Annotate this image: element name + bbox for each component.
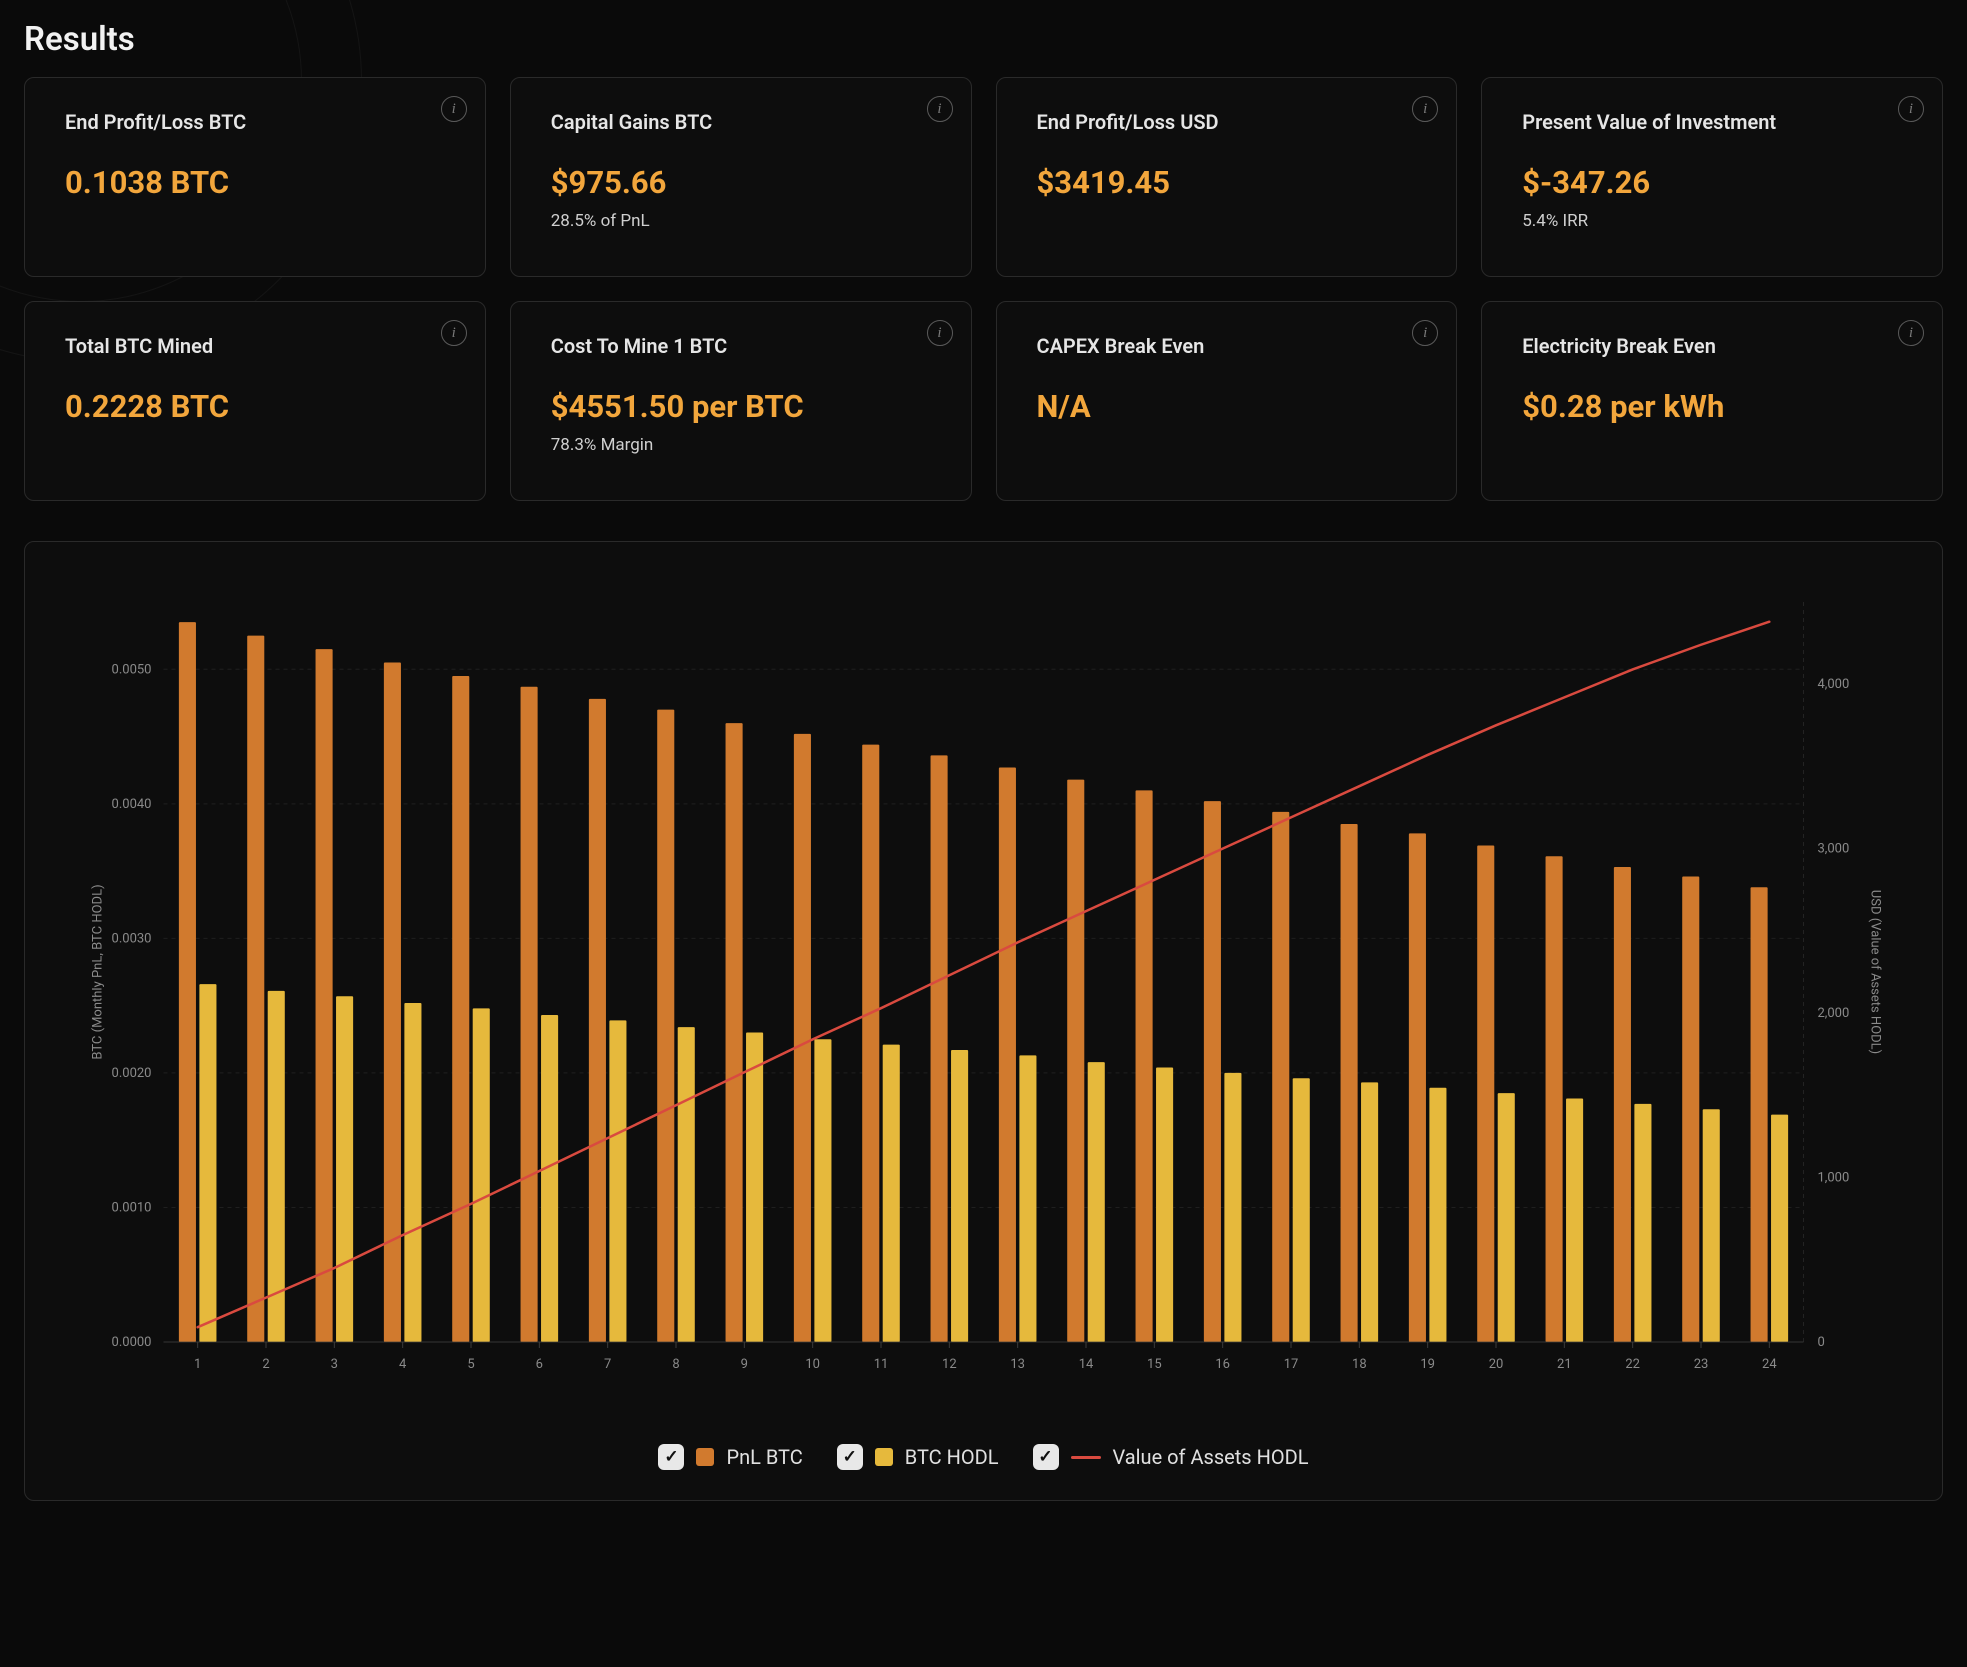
result-card: iEnd Profit/Loss BTC 0.1038 BTC: [24, 77, 486, 277]
card-label: Total BTC Mined: [65, 334, 445, 358]
legend-swatch: [875, 1448, 893, 1466]
svg-text:3,000: 3,000: [1818, 842, 1850, 857]
chart-panel: 0.0000 0.0010 0.0020 0.0030 0.0040 0.0050 0 1,0…: [24, 541, 1943, 1501]
svg-text:2,000: 2,000: [1818, 1006, 1850, 1021]
svg-text:18: 18: [1352, 1357, 1367, 1372]
svg-text:24: 24: [1762, 1357, 1777, 1372]
legend-label: Value of Assets HODL: [1113, 1445, 1309, 1469]
info-icon[interactable]: i: [1898, 96, 1924, 122]
card-value: $0.28 per kWh: [1522, 388, 1902, 425]
legend-line-swatch: [1071, 1456, 1101, 1459]
results-cards-grid: iEnd Profit/Loss BTC0.1038 BTCiCapital G…: [24, 77, 1943, 501]
card-value: 0.2228 BTC: [65, 388, 445, 425]
card-value: $975.66: [551, 164, 931, 201]
svg-text:9: 9: [741, 1357, 748, 1372]
svg-text:0.0050: 0.0050: [112, 662, 152, 677]
svg-text:21: 21: [1557, 1357, 1572, 1372]
svg-text:23: 23: [1694, 1357, 1709, 1372]
result-card: iCapital Gains BTC $975.66 28.5% of PnL: [510, 77, 972, 277]
info-icon[interactable]: i: [1412, 96, 1438, 122]
legend-item: ✓ Value of Assets HODL: [1033, 1444, 1309, 1470]
card-label: Capital Gains BTC: [551, 110, 931, 134]
svg-text:0.0000: 0.0000: [112, 1335, 152, 1350]
svg-text:4: 4: [399, 1357, 407, 1372]
card-label: Present Value of Investment: [1522, 110, 1902, 134]
svg-text:15: 15: [1147, 1357, 1162, 1372]
svg-text:0.0040: 0.0040: [112, 797, 152, 812]
svg-text:12: 12: [942, 1357, 957, 1372]
card-value: 0.1038 BTC: [65, 164, 445, 201]
svg-text:14: 14: [1079, 1357, 1094, 1372]
card-value: N/A: [1037, 388, 1417, 425]
svg-text:20: 20: [1489, 1357, 1504, 1372]
svg-text:0.0010: 0.0010: [112, 1200, 152, 1215]
result-card: iPresent Value of Investment $-347.26 5.4%…: [1481, 77, 1943, 277]
chart-legend: ✓ PnL BTC ✓ BTC HODL ✓ Value of Assets HODL: [65, 1444, 1902, 1470]
svg-text:22: 22: [1625, 1357, 1640, 1372]
card-value: $-347.26: [1522, 164, 1902, 201]
legend-label: PnL BTC: [726, 1445, 802, 1469]
svg-text:0.0030: 0.0030: [112, 931, 152, 946]
svg-text:1,000: 1,000: [1818, 1171, 1850, 1186]
info-icon[interactable]: i: [441, 96, 467, 122]
card-label: CAPEX Break Even: [1037, 334, 1417, 358]
svg-text:0: 0: [1818, 1335, 1825, 1350]
svg-text:11: 11: [874, 1357, 889, 1372]
result-card: iEnd Profit/Loss USD $3419.45: [996, 77, 1458, 277]
svg-text:6: 6: [536, 1357, 543, 1372]
svg-text:19: 19: [1420, 1357, 1435, 1372]
card-value: $3419.45: [1037, 164, 1417, 201]
svg-text:2: 2: [262, 1357, 269, 1372]
result-card: iElectricity Break Even $0.28 per kWh: [1481, 301, 1943, 501]
legend-toggle[interactable]: ✓: [658, 1444, 684, 1470]
info-icon[interactable]: i: [927, 320, 953, 346]
svg-text:13: 13: [1010, 1357, 1025, 1372]
svg-text:1: 1: [194, 1357, 201, 1372]
svg-text:USD (Value of Assets HODL): USD (Value of Assets HODL): [1868, 890, 1883, 1054]
legend-item: ✓ PnL BTC: [658, 1444, 802, 1470]
svg-text:8: 8: [672, 1357, 679, 1372]
card-label: Cost To Mine 1 BTC: [551, 334, 931, 358]
svg-text:3: 3: [331, 1357, 338, 1372]
svg-text:5: 5: [467, 1357, 474, 1372]
legend-item: ✓ BTC HODL: [837, 1444, 999, 1470]
svg-text:17: 17: [1284, 1357, 1299, 1372]
card-subtext: 78.3% Margin: [551, 435, 931, 455]
result-card: iCost To Mine 1 BTC $4551.50 per BTC 78.3%…: [510, 301, 972, 501]
svg-text:4,000: 4,000: [1818, 677, 1850, 692]
svg-text:16: 16: [1215, 1357, 1230, 1372]
svg-text:7: 7: [604, 1357, 611, 1372]
info-icon[interactable]: i: [1412, 320, 1438, 346]
result-card: iCAPEX Break Even N/A: [996, 301, 1458, 501]
card-label: Electricity Break Even: [1522, 334, 1902, 358]
svg-text:10: 10: [805, 1357, 820, 1372]
pnl-chart: 0.0000 0.0010 0.0020 0.0030 0.0040 0.0050 0 1,0…: [65, 582, 1902, 1412]
legend-toggle[interactable]: ✓: [1033, 1444, 1059, 1470]
page-title: Results: [24, 20, 1943, 59]
legend-swatch: [696, 1448, 714, 1466]
svg-text:BTC (Monthly PnL, BTC HODL): BTC (Monthly PnL, BTC HODL): [91, 884, 106, 1059]
card-value: $4551.50 per BTC: [551, 388, 931, 425]
card-subtext: 28.5% of PnL: [551, 211, 931, 231]
legend-toggle[interactable]: ✓: [837, 1444, 863, 1470]
card-label: End Profit/Loss USD: [1037, 110, 1417, 134]
result-card: iTotal BTC Mined 0.2228 BTC: [24, 301, 486, 501]
card-label: End Profit/Loss BTC: [65, 110, 445, 134]
card-subtext: 5.4% IRR: [1522, 211, 1902, 231]
info-icon[interactable]: i: [927, 96, 953, 122]
svg-text:0.0020: 0.0020: [112, 1066, 152, 1081]
info-icon[interactable]: i: [441, 320, 467, 346]
chart-wrap: 0.0000 0.0010 0.0020 0.0030 0.0040 0.0050 0 1,0…: [65, 582, 1902, 1416]
info-icon[interactable]: i: [1898, 320, 1924, 346]
legend-label: BTC HODL: [905, 1445, 999, 1469]
